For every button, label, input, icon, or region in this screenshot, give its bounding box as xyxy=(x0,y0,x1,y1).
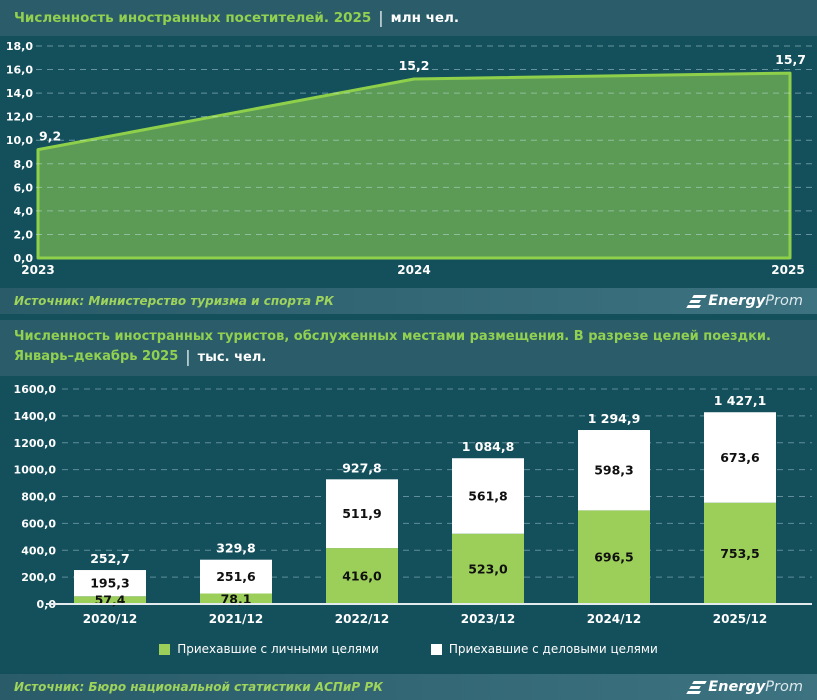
bar-personal-segment xyxy=(578,510,650,604)
x-axis-label: 2023 xyxy=(21,263,54,277)
energyprom-logo-icon xyxy=(686,294,708,308)
chart2-title-bar: Численность иностранных туристов, обслуж… xyxy=(0,320,817,376)
segment-label-personal: 78,1 xyxy=(221,591,252,606)
x-axis-label: 2025 xyxy=(771,263,804,277)
chart2-legend: Приехавшие с личными целями Приехавшие с… xyxy=(0,638,817,660)
chart1-title-bar: Численность иностранных посетителей. 202… xyxy=(0,0,817,36)
y-tick-label: 8,0 xyxy=(14,158,34,171)
y-tick-label: 1200,0 xyxy=(14,437,57,450)
total-label: 1 294,9 xyxy=(588,411,641,426)
title-separator: | xyxy=(378,7,384,27)
bar-business-segment xyxy=(74,570,146,597)
tourists-stacked-bar-chart: 0,0200,0400,0600,0800,01000,01200,01400,… xyxy=(14,383,812,626)
y-tick-label: 1400,0 xyxy=(14,410,57,423)
y-tick-label: 14,0 xyxy=(6,87,33,100)
energyprom-logo-icon xyxy=(686,680,708,694)
chart2-title-line2: Январь–декабрь 2025 xyxy=(14,349,179,364)
segment-label-business: 195,3 xyxy=(90,576,130,591)
legend-label-business: Приехавшие с деловыми целями xyxy=(448,642,658,656)
segment-label-personal: 523,0 xyxy=(468,561,508,576)
category-label: 2020/12 xyxy=(83,612,137,626)
segment-label-business: 561,8 xyxy=(468,488,508,503)
legend-item-business: Приехавшие с деловыми целями xyxy=(430,642,658,656)
bar-business-segment xyxy=(452,458,524,534)
total-label: 1 084,8 xyxy=(462,439,515,454)
segment-label-personal: 57,4 xyxy=(95,593,126,608)
bar-personal-segment xyxy=(74,596,146,604)
chart1-source: Источник: Министерство туризма и спорта … xyxy=(14,294,334,308)
y-tick-label: 6,0 xyxy=(14,181,34,194)
title-separator: | xyxy=(185,346,191,366)
y-tick-label: 4,0 xyxy=(14,205,34,218)
chart1-source-bar: Источник: Министерство туризма и спорта … xyxy=(0,288,817,314)
y-tick-label: 400,0 xyxy=(21,544,56,557)
legend-label-personal: Приехавшие с личными целями xyxy=(177,642,379,656)
point-label: 9,2 xyxy=(39,129,61,144)
point-label: 15,2 xyxy=(399,58,430,73)
y-tick-label: 1600,0 xyxy=(14,383,57,396)
logo-text-bold: Energy xyxy=(708,292,766,309)
bar-business-segment xyxy=(326,479,398,549)
chart1-unit: млн чел. xyxy=(390,10,460,26)
category-label: 2023/12 xyxy=(461,612,515,626)
legend-swatch-business xyxy=(430,643,442,655)
y-tick-label: 200,0 xyxy=(21,571,56,584)
segment-label-business: 673,6 xyxy=(720,450,760,465)
chart2-source: Источник: Бюро национальной статистики А… xyxy=(14,680,383,694)
segment-label-personal: 416,0 xyxy=(342,569,382,584)
area-series xyxy=(36,71,792,260)
category-label: 2024/12 xyxy=(587,612,641,626)
total-label: 1 427,1 xyxy=(714,393,767,408)
bar-personal-segment xyxy=(200,593,272,604)
category-label: 2021/12 xyxy=(209,612,263,626)
segment-label-personal: 753,5 xyxy=(720,546,760,561)
y-tick-label: 12,0 xyxy=(6,111,33,124)
category-label: 2025/12 xyxy=(713,612,767,626)
visitors-area-chart: 0,0 2,0 4,0 6,0 8,0 10,0 12,0 14,0 16,0 18,0 2023 2… xyxy=(6,40,812,277)
bar-business-segment xyxy=(200,559,272,594)
segment-label-personal: 696,5 xyxy=(594,550,634,565)
legend-swatch-personal xyxy=(159,643,171,655)
chart1-title: Численность иностранных посетителей. 202… xyxy=(14,10,372,26)
y-tick-label: 600,0 xyxy=(21,517,56,530)
y-tick-label: 1000,0 xyxy=(14,464,57,477)
bar-business-segment xyxy=(704,412,776,503)
energyprom-logo: Energy Prom xyxy=(686,678,803,695)
logo-text-bold: Energy xyxy=(708,678,766,695)
y-tick-label: 0,0 xyxy=(14,252,34,265)
legend-item-personal: Приехавшие с личными целями xyxy=(159,642,379,656)
chart2-unit: тыс. чел. xyxy=(197,349,267,365)
logo-text-light: Prom xyxy=(765,292,803,309)
segment-label-business: 598,3 xyxy=(594,463,634,478)
chart2-source-bar: Источник: Бюро национальной статистики А… xyxy=(0,674,817,700)
segment-label-business: 511,9 xyxy=(342,506,382,521)
bar-personal-segment xyxy=(326,548,398,604)
segment-label-business: 251,6 xyxy=(216,569,256,584)
y-tick-label: 16,0 xyxy=(6,64,33,77)
total-label: 927,8 xyxy=(342,460,382,475)
total-label: 252,7 xyxy=(90,551,130,566)
category-label: 2022/12 xyxy=(335,612,389,626)
x-axis-label: 2024 xyxy=(397,263,430,277)
chart2-title-line1: Численность иностранных туристов, обслуж… xyxy=(14,329,771,344)
bar-personal-segment xyxy=(452,533,524,604)
energyprom-logo: Energy Prom xyxy=(686,292,803,309)
y-tick-label: 10,0 xyxy=(6,134,33,147)
y-tick-label: 2,0 xyxy=(14,228,34,241)
bar-business-segment xyxy=(578,430,650,511)
bar-personal-segment xyxy=(704,502,776,604)
total-label: 329,8 xyxy=(216,541,256,556)
logo-text-light: Prom xyxy=(765,678,803,695)
point-label: 15,7 xyxy=(775,52,806,67)
y-tick-label: 18,0 xyxy=(6,40,33,53)
y-tick-label: 800,0 xyxy=(21,491,56,504)
